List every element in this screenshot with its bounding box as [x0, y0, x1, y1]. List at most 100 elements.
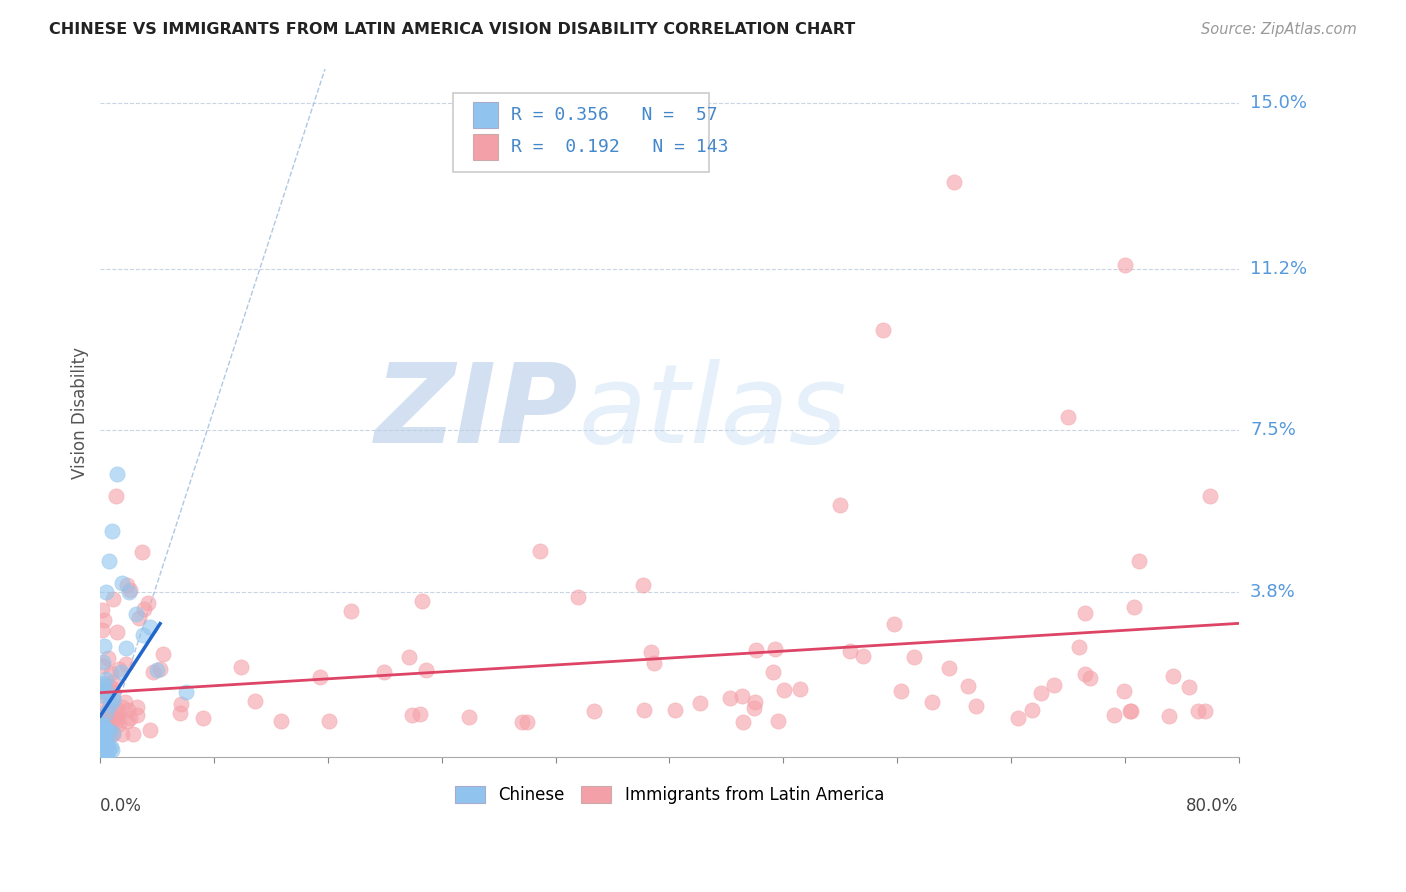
Y-axis label: Vision Disability: Vision Disability	[72, 347, 89, 479]
Immigrants from Latin America	[1078, 671, 1101, 685]
Immigrants from Latin America	[643, 656, 665, 670]
Immigrants from Latin America	[93, 725, 115, 739]
Chinese	[110, 665, 132, 679]
Immigrants from Latin America	[921, 695, 943, 709]
Immigrants from Latin America	[890, 683, 912, 698]
Immigrants from Latin America	[409, 707, 432, 722]
Immigrants from Latin America	[138, 596, 160, 610]
Immigrants from Latin America	[101, 592, 124, 607]
Immigrants from Latin America	[516, 714, 538, 729]
Immigrants from Latin America	[839, 644, 862, 658]
Chinese	[146, 663, 169, 677]
Chinese	[125, 607, 148, 621]
Chinese	[93, 747, 115, 762]
Immigrants from Latin America	[96, 725, 118, 739]
Immigrants from Latin America	[401, 708, 423, 723]
Chinese	[118, 584, 141, 599]
Immigrants from Latin America	[104, 489, 127, 503]
Immigrants from Latin America	[90, 623, 112, 637]
Immigrants from Latin America	[640, 645, 662, 659]
Immigrants from Latin America	[730, 689, 752, 703]
Immigrants from Latin America	[108, 716, 131, 731]
Immigrants from Latin America	[101, 713, 124, 727]
Chinese	[90, 721, 112, 735]
Immigrants from Latin America	[103, 685, 125, 699]
Immigrants from Latin America	[938, 660, 960, 674]
Immigrants from Latin America	[115, 714, 138, 728]
Immigrants from Latin America	[1021, 703, 1043, 717]
FancyBboxPatch shape	[453, 93, 709, 172]
Immigrants from Latin America	[340, 604, 363, 618]
Immigrants from Latin America	[1187, 704, 1209, 718]
Chinese	[94, 724, 117, 739]
Immigrants from Latin America	[98, 728, 121, 742]
Bar	[472, 134, 498, 161]
Chinese	[103, 726, 125, 740]
Chinese	[97, 739, 120, 753]
Chinese	[111, 576, 134, 591]
Chinese	[91, 688, 114, 702]
Immigrants from Latin America	[762, 665, 785, 679]
Immigrants from Latin America	[101, 714, 124, 728]
Immigrants from Latin America	[98, 723, 121, 738]
Immigrants from Latin America	[318, 714, 340, 728]
Chinese	[96, 723, 118, 737]
Chinese	[90, 747, 112, 761]
Immigrants from Latin America	[763, 642, 786, 657]
Immigrants from Latin America	[122, 727, 145, 741]
Immigrants from Latin America	[96, 714, 118, 729]
Immigrants from Latin America	[91, 659, 114, 673]
Immigrants from Latin America	[766, 714, 789, 728]
Chinese	[91, 732, 114, 747]
Chinese	[93, 749, 115, 764]
Immigrants from Latin America	[105, 625, 128, 640]
Immigrants from Latin America	[1199, 489, 1222, 503]
Immigrants from Latin America	[398, 650, 420, 665]
Immigrants from Latin America	[142, 665, 165, 680]
Chinese	[94, 731, 117, 745]
Chinese	[90, 747, 112, 762]
Immigrants from Latin America	[744, 694, 766, 708]
Text: ZIP: ZIP	[375, 359, 578, 467]
Chinese	[103, 693, 125, 707]
Immigrants from Latin America	[101, 727, 124, 741]
Immigrants from Latin America	[98, 695, 121, 709]
Chinese	[91, 731, 114, 746]
Immigrants from Latin America	[170, 697, 193, 711]
Immigrants from Latin America	[91, 685, 114, 699]
Immigrants from Latin America	[100, 711, 122, 725]
Immigrants from Latin America	[830, 498, 852, 512]
Immigrants from Latin America	[105, 710, 128, 724]
Immigrants from Latin America	[103, 674, 125, 689]
Chinese	[90, 739, 112, 754]
Immigrants from Latin America	[1074, 606, 1097, 620]
Immigrants from Latin America	[1007, 711, 1029, 725]
Chinese	[97, 743, 120, 757]
Immigrants from Latin America	[872, 323, 894, 337]
Chinese	[91, 675, 114, 690]
Immigrants from Latin America	[415, 663, 437, 677]
Immigrants from Latin America	[1119, 704, 1142, 718]
Immigrants from Latin America	[1043, 678, 1066, 692]
Immigrants from Latin America	[731, 714, 754, 729]
Chinese	[101, 742, 124, 756]
Chinese	[97, 554, 120, 568]
Immigrants from Latin America	[101, 710, 124, 724]
Immigrants from Latin America	[1194, 704, 1216, 718]
Immigrants from Latin America	[718, 690, 741, 705]
Immigrants from Latin America	[91, 709, 114, 723]
Immigrants from Latin America	[97, 651, 120, 665]
Legend: Chinese, Immigrants from Latin America: Chinese, Immigrants from Latin America	[449, 780, 890, 811]
Chinese	[132, 628, 155, 642]
Text: Source: ZipAtlas.com: Source: ZipAtlas.com	[1201, 22, 1357, 37]
Immigrants from Latin America	[633, 703, 655, 717]
Immigrants from Latin America	[128, 611, 150, 625]
Immigrants from Latin America	[270, 714, 292, 728]
Immigrants from Latin America	[567, 591, 589, 605]
Immigrants from Latin America	[773, 683, 796, 698]
Immigrants from Latin America	[105, 713, 128, 727]
Immigrants from Latin America	[97, 706, 120, 720]
Immigrants from Latin America	[96, 720, 118, 734]
Immigrants from Latin America	[789, 681, 811, 696]
Immigrants from Latin America	[191, 711, 214, 725]
